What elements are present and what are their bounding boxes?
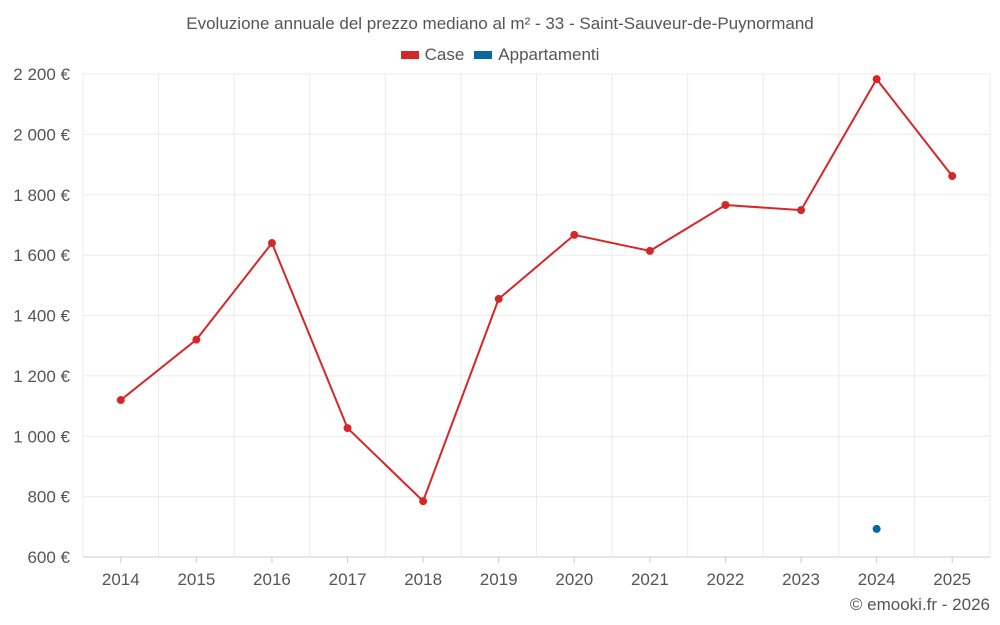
x-tick-label: 2023 bbox=[782, 570, 820, 589]
data-point-case bbox=[797, 206, 806, 215]
chart-title: Evoluzione annuale del prezzo mediano al… bbox=[186, 14, 814, 33]
y-tick-label: 1 400 € bbox=[13, 307, 70, 326]
x-tick-label: 2018 bbox=[404, 570, 442, 589]
y-tick-label: 1 600 € bbox=[13, 246, 70, 265]
legend: Case Appartamenti bbox=[0, 45, 1000, 65]
x-tick-label: 2019 bbox=[480, 570, 518, 589]
data-point-case bbox=[494, 294, 503, 303]
x-tick-label: 2015 bbox=[177, 570, 215, 589]
data-point-case bbox=[645, 246, 654, 255]
x-tick-label: 2020 bbox=[555, 570, 593, 589]
y-tick-label: 800 € bbox=[27, 488, 70, 507]
data-point-case bbox=[343, 424, 352, 433]
legend-item-appartamenti[interactable]: Appartamenti bbox=[474, 45, 599, 65]
x-tick-label: 2017 bbox=[329, 570, 367, 589]
data-point-case bbox=[192, 335, 201, 344]
x-tick-label: 2021 bbox=[631, 570, 669, 589]
y-tick-label: 2 000 € bbox=[13, 125, 70, 144]
legend-item-case[interactable]: Case bbox=[400, 45, 465, 65]
legend-swatch-case bbox=[400, 51, 419, 59]
x-tick-label: 2025 bbox=[933, 570, 971, 589]
data-point-case bbox=[267, 239, 276, 248]
data-point-case bbox=[948, 172, 957, 181]
data-point-case bbox=[721, 201, 730, 210]
data-point-case bbox=[570, 230, 579, 239]
legend-label-case: Case bbox=[424, 45, 465, 64]
data-point-case bbox=[419, 497, 428, 506]
x-tick-label: 2014 bbox=[102, 570, 140, 589]
y-tick-label: 1 200 € bbox=[13, 367, 70, 386]
credit: © emooki.fr - 2026 bbox=[849, 595, 990, 614]
x-tick-label: 2016 bbox=[253, 570, 291, 589]
legend-swatch-appartamenti bbox=[474, 51, 493, 59]
y-tick-label: 2 200 € bbox=[13, 65, 70, 84]
y-tick-label: 1 000 € bbox=[13, 427, 70, 446]
series-line-case bbox=[120, 77, 953, 503]
data-point-appartamenti bbox=[872, 524, 881, 533]
data-point-case bbox=[872, 75, 881, 84]
x-tick-label: 2024 bbox=[858, 570, 896, 589]
y-tick-label: 600 € bbox=[27, 548, 70, 567]
y-tick-label: 1 800 € bbox=[13, 186, 70, 205]
data-point-case bbox=[116, 396, 125, 405]
legend-label-appartamenti: Appartamenti bbox=[498, 45, 600, 64]
x-tick-label: 2022 bbox=[707, 570, 745, 589]
